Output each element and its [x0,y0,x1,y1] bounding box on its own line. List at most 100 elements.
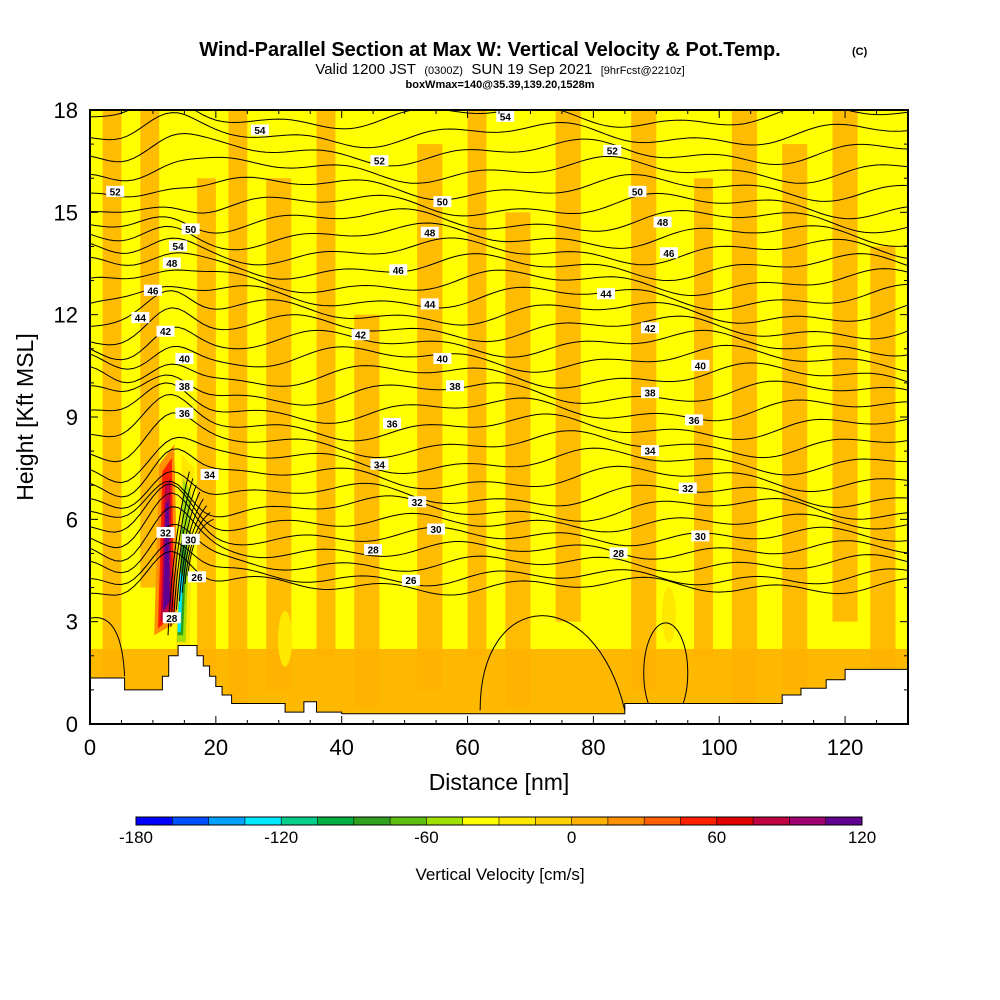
contour-label-text: 44 [424,300,436,311]
theta-contour-line [90,448,908,498]
contour-label-bg [169,240,188,252]
updraft-streak [102,110,122,707]
contour-label-bg [691,530,710,542]
contour-label-text: 50 [185,225,197,236]
updraft-streak [467,110,487,656]
contour-label-bg [351,329,370,341]
theta-contour-line [90,506,908,562]
theta-contour-label: 42 [351,329,370,342]
x-tick-label: 40 [329,735,353,760]
contour-label-bg [641,445,660,457]
contour-label-text: 38 [449,382,461,393]
contour-label-bg [496,110,515,122]
x-axis-label: Distance [nm] [429,769,570,795]
theta-contour-line [170,478,194,627]
contour-label-bg [628,185,647,197]
updraft-streak [505,212,531,707]
theta-contour-label: 40 [433,353,452,366]
contour-label-bg [162,612,181,624]
contour-label-text: 54 [500,112,512,123]
theta-contour-label: 32 [678,482,697,495]
theta-contour-line [479,615,626,711]
contour-label-text: 26 [191,573,203,584]
updraft-streak [417,144,443,690]
contour-label-bg [370,155,389,167]
contour-label-text: 38 [644,389,656,400]
colorbar-swatch [244,817,282,825]
contour-label-text: 32 [412,498,424,509]
colorbar-tick-label: -120 [264,828,298,847]
terrain-profile [90,645,908,724]
contour-label-bg [433,196,452,208]
contour-label-bg [175,380,194,392]
contour-label-bg [175,353,194,365]
colorbar-swatch [390,817,427,825]
theta-contour-line [90,541,908,587]
colorbar-swatch [353,817,391,825]
contour-label-text: 36 [179,409,191,420]
contour-label-bg [653,216,672,228]
contour-label-text: 34 [204,470,216,481]
theta-contour-label: 48 [653,216,672,229]
theta-contour-label: 52 [603,144,622,157]
theta-contour-label: 44 [596,288,615,301]
colorbar-tick-label: 0 [567,828,576,847]
theta-contour-label: 50 [433,196,452,209]
theta-contour-label: 40 [175,353,194,366]
theta-contour-label: 48 [162,257,181,270]
contour-label-bg [143,284,162,296]
theta-contour-label: 50 [628,185,647,198]
theta-contour-label: 36 [175,407,194,420]
subtitle-forecast: [9hrFcst@2210z] [601,65,685,77]
theta-contour-label: 52 [106,185,125,198]
theta-contour-line [90,480,908,522]
theta-contour-label: 30 [181,533,200,546]
contour-label-bg [200,468,219,480]
contour-label-text: 28 [613,549,625,560]
colorbar-swatch [753,817,790,825]
theta-contour-label: 34 [370,458,389,471]
contour-label-bg [181,223,200,235]
theta-contour-line [90,132,908,167]
colorbar: -180 -120 -60 0 60 120 [119,816,876,847]
theta-contour-line [90,617,126,677]
theta-contour-labels: 54 54 54 52 52 52 50 50 50 48 48 48 46 46 46 44 44 44 42 42… [106,110,710,625]
updraft-streak [316,110,336,656]
contour-label-bg [691,359,710,371]
colorbar-tick-label: -180 [119,828,153,847]
theta-contour-label: 34 [641,445,660,458]
colorbar-swatch [716,817,754,825]
colorbar-swatch [136,817,173,825]
subtitle-utc: (0300Z) [424,65,463,77]
x-axis: 0 20 40 60 80 100 120 [84,110,909,760]
colorbar-swatch [172,817,210,825]
theta-contour-label: 46 [143,284,162,297]
downdraft-spot [278,610,293,667]
subtitle-valid: Valid 1200 JST [315,61,416,78]
theta-contour-line [90,252,908,282]
contour-label-bg [641,387,660,399]
colorbar-swatch [426,817,464,825]
x-tick-label: 120 [827,735,864,760]
colorbar-swatch [208,817,246,825]
contour-label-bg [420,298,439,310]
plot-area: 54 54 54 52 52 52 50 50 50 48 48 48 46 46 46 44 44 44 42 42… [90,110,908,724]
x-tick-label: 100 [701,735,738,760]
contour-label-bg [175,407,194,419]
theta-contour-line [90,307,908,346]
contour-label-bg [181,533,200,545]
contour-label-text: 52 [607,146,619,157]
contour-label-bg [420,226,439,238]
updraft-streak [731,110,757,707]
y-tick-label: 3 [66,610,78,635]
colorbar-swatch [535,817,573,825]
contour-label-text: 26 [405,576,417,587]
contour-label-bg [187,571,206,583]
colorbar-title: Vertical Velocity [cm/s] [415,865,584,884]
contour-label-bg [433,353,452,365]
theta-contour-label: 38 [445,380,464,393]
theta-contour-line [90,362,908,389]
